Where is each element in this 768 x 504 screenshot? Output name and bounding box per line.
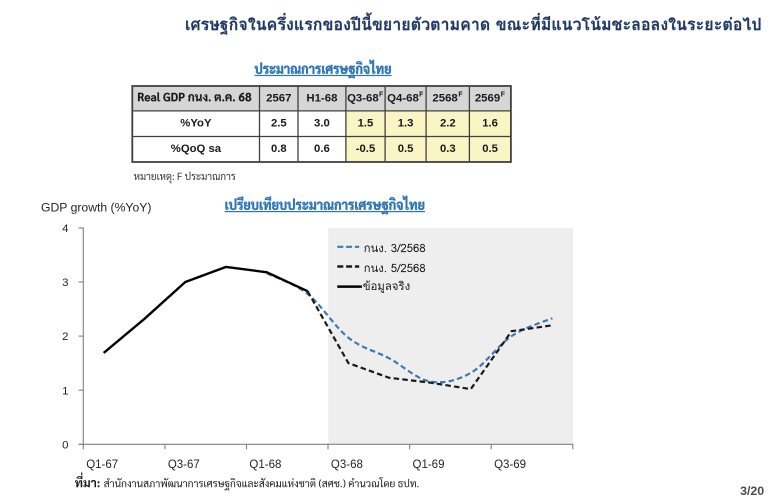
svg-text:2569: 2569 (475, 92, 500, 104)
svg-text:3: 3 (62, 277, 68, 289)
svg-text:0.6: 0.6 (314, 143, 330, 155)
svg-text:1: 1 (62, 385, 68, 397)
svg-text:Q4-68: Q4-68 (387, 92, 419, 104)
svg-text:Q1-68: Q1-68 (249, 459, 281, 471)
svg-text:1.3: 1.3 (398, 118, 414, 130)
svg-text:2568: 2568 (432, 92, 457, 104)
svg-text:4: 4 (62, 223, 68, 235)
svg-text:F: F (419, 92, 423, 99)
svg-text:2.2: 2.2 (440, 118, 456, 130)
svg-text:0.5: 0.5 (398, 143, 414, 155)
svg-text:1.6: 1.6 (482, 118, 498, 130)
svg-text:%YoY: %YoY (180, 118, 212, 130)
svg-text:Q1-67: Q1-67 (86, 459, 118, 471)
svg-text:0.5: 0.5 (482, 143, 498, 155)
svg-text:1.5: 1.5 (358, 118, 374, 130)
svg-text:GDP growth (%YoY): GDP growth (%YoY) (41, 201, 151, 215)
svg-text:2567: 2567 (266, 92, 291, 104)
svg-text:H1-68: H1-68 (306, 92, 337, 104)
svg-text:2.5: 2.5 (271, 118, 287, 130)
svg-text:3/20: 3/20 (740, 484, 764, 498)
svg-text:F: F (458, 92, 462, 99)
svg-text:Q3-68: Q3-68 (331, 459, 363, 471)
svg-text:Q3-68: Q3-68 (347, 92, 379, 104)
svg-text:F: F (379, 92, 383, 99)
svg-text:0.3: 0.3 (440, 143, 456, 155)
svg-text:3.0: 3.0 (314, 118, 330, 130)
svg-text:F: F (501, 92, 505, 99)
svg-text:2: 2 (62, 331, 68, 343)
svg-text:Q3-69: Q3-69 (494, 459, 526, 471)
svg-text:Q1-69: Q1-69 (413, 459, 445, 471)
svg-text:-0.5: -0.5 (356, 143, 375, 155)
svg-text:%QoQ sa: %QoQ sa (171, 143, 222, 155)
svg-text:0: 0 (62, 439, 68, 451)
svg-text:0.8: 0.8 (271, 143, 287, 155)
svg-text:Q3-67: Q3-67 (168, 459, 200, 471)
